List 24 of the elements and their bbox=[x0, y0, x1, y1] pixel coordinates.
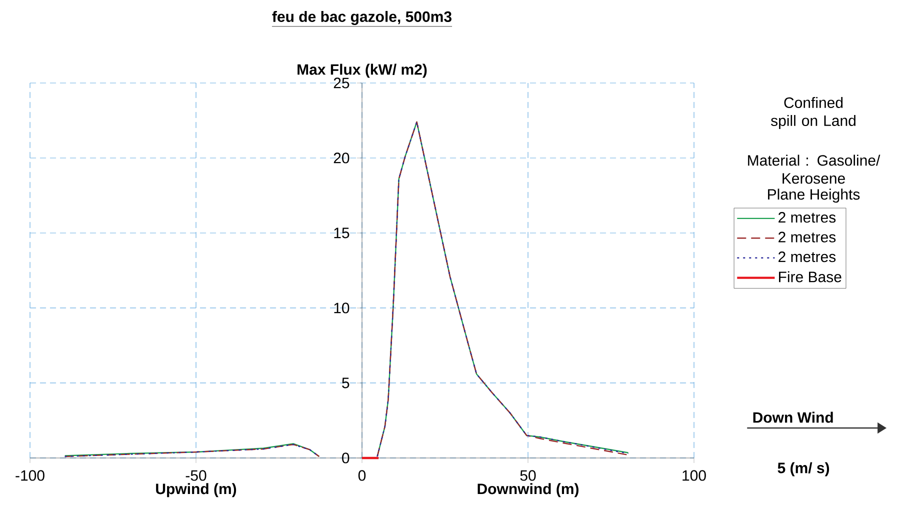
text: Upwind (m) bbox=[156, 483, 236, 498]
y-tick-label: 5 bbox=[342, 378, 350, 388]
x-tick-label: 50 bbox=[520, 470, 536, 481]
y-axis-title: Max Flux (kW/ m2) bbox=[298, 64, 427, 78]
legend-title: Plane Heights bbox=[768, 188, 860, 203]
legend-label: 2 metres bbox=[778, 232, 836, 242]
y-tick-label: 20 bbox=[334, 152, 350, 164]
legend-label: Fire Base bbox=[779, 271, 842, 282]
chart-title: feu de bac gazole, 500m3 bbox=[272, 10, 452, 26]
legend-label: 2 metres bbox=[778, 252, 836, 262]
x-tick-label: 100 bbox=[682, 470, 706, 481]
text: Confined spill on Land bbox=[770, 97, 856, 129]
legend-label: 2 metres bbox=[778, 212, 836, 223]
x-tick-label: -50 bbox=[186, 470, 206, 481]
text: Material : Gasoline/ Kerosene bbox=[748, 154, 880, 184]
x-tick-label: 0 bbox=[358, 470, 366, 481]
y-tick-label: 15 bbox=[334, 228, 350, 238]
y-tick-label: 10 bbox=[334, 302, 350, 314]
text: 5 (m/ s) bbox=[778, 462, 830, 476]
y-tick-label: 0 bbox=[342, 452, 350, 464]
text: Down Wind bbox=[753, 412, 833, 423]
text: Downwind (m) bbox=[478, 483, 578, 498]
x-tick-label: -100 bbox=[16, 470, 44, 481]
y-tick-label: 25 bbox=[334, 78, 350, 88]
